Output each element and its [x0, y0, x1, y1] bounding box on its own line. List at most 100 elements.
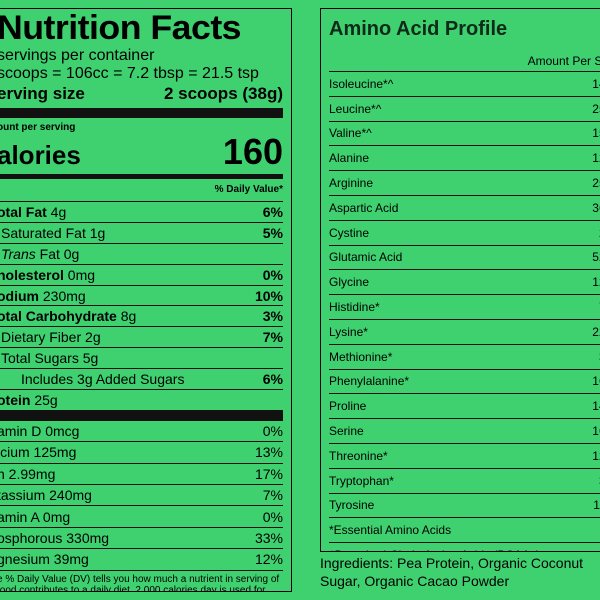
- amino-acid-name: Arginine: [329, 176, 374, 191]
- amino-acid-amount: 5293: [592, 250, 600, 265]
- nutrient-amount: 8g: [120, 308, 137, 325]
- amino-acid-name: Alanine: [329, 151, 370, 166]
- nutrient-list: otal Fat 4g 6% Saturated Fat 1g 5% Trans Fat…: [0, 202, 283, 411]
- amino-acid-name: Cystine: [329, 225, 370, 240]
- nutrient-label: odium 230mg: [0, 287, 86, 304]
- vitamin-row: gnesium 39mg 12%: [0, 549, 283, 571]
- nutrient-row: holesterol 0mg 0%: [0, 265, 283, 286]
- nutrient-daily-value: 0%: [262, 266, 283, 283]
- serving-measure-line: scoops = 106cc = 7.2 tbsp = 21.5 tsp: [0, 65, 259, 82]
- amino-acid-amount: 2243: [592, 324, 600, 339]
- nutrient-row: otal Fat 4g 6%: [0, 202, 283, 223]
- vitamin-label: amin A 0mg: [0, 508, 71, 525]
- vitamin-label: n 2.99mg: [0, 465, 56, 482]
- servings-per-container: servings per container: [0, 47, 155, 64]
- amino-acid-amount: 1659: [592, 424, 600, 439]
- calories-row: alories 160: [0, 131, 283, 172]
- amino-acid-name: Leucine*^: [329, 101, 382, 116]
- amino-footnote: *Essential Amino Acids: [329, 518, 600, 544]
- amino-acid-row: Aspartic Acid 3613: [329, 196, 600, 221]
- divider-thick: [0, 410, 283, 421]
- nutrient-row: Includes 3g Added Sugars 6%: [0, 369, 283, 391]
- nutrient-label: holesterol 0mg: [0, 266, 96, 283]
- calories-label: alories: [0, 140, 81, 170]
- amino-acid-name: Aspartic Acid: [329, 200, 399, 215]
- nutrient-amount: 0mg: [67, 266, 96, 283]
- vitamin-row: tassium 240mg 7%: [0, 485, 283, 507]
- amino-acid-name: Lysine*: [329, 324, 368, 339]
- amino-acid-amount: 301: [599, 350, 600, 364]
- amino-acid-amount: 1455: [592, 76, 600, 91]
- calories-value: 160: [222, 131, 283, 172]
- amino-acid-amount: 2596: [592, 176, 600, 191]
- amino-acid-name: Phenylalanine*: [329, 374, 410, 389]
- nutrient-daily-value: 7%: [262, 329, 283, 346]
- amino-acid-panel: Amino Acid Profile Amount Per Serv Isole…: [320, 8, 600, 552]
- amino-acid-name: Valine*^: [329, 126, 372, 141]
- amino-acid-row: Tyrosine 1133: [329, 494, 600, 519]
- vitamin-daily-value: 12%: [254, 551, 283, 568]
- nutrient-label: Trans Fat 0g: [1, 245, 80, 262]
- amino-acid-amount: 1551: [592, 126, 600, 141]
- amino-acid-row: Methionine* 301: [329, 345, 600, 370]
- amino-acid-amount: 3613: [592, 200, 600, 215]
- amino-acid-row: Isoleucine*^ 1455: [329, 72, 600, 97]
- amino-acid-row: Cystine 270: [329, 221, 600, 246]
- nutrient-daily-value: 5%: [262, 224, 283, 241]
- vitamin-row: amin D 0mcg 0%: [0, 421, 283, 443]
- nutrient-label: Includes 3g Added Sugars: [21, 371, 185, 388]
- amino-column-header: Amount Per Serv: [527, 54, 600, 68]
- amino-acid-amount: 1401: [592, 399, 600, 414]
- amino-acid-amount: 1690: [592, 374, 600, 389]
- divider-thick: [0, 108, 283, 118]
- amino-acid-title: Amino Acid Profile: [329, 18, 508, 40]
- nutrient-label: Dietary Fiber 2g: [1, 329, 101, 346]
- amount-per-serving-label: ount per serving: [0, 122, 76, 133]
- nutrient-label: otal Carbohydrate 8g: [0, 308, 137, 325]
- nutrient-row: otein 25g: [0, 390, 283, 411]
- amino-acid-row: Histidine* 765: [329, 295, 600, 320]
- amino-acid-row: Threonine* 1243: [329, 444, 600, 469]
- amino-acid-row: Glutamic Acid 5293: [329, 246, 600, 271]
- amino-acid-amount: 1269: [592, 151, 600, 166]
- vitamin-daily-value: 13%: [254, 444, 283, 461]
- nutrient-amount: 230mg: [42, 287, 86, 304]
- vitamin-row: lcium 125mg 13%: [0, 442, 283, 464]
- vitamin-label: gnesium 39mg: [0, 551, 89, 568]
- vitamin-row: osphorous 330mg 33%: [0, 528, 283, 550]
- amino-acid-row: Arginine 2596: [329, 171, 600, 196]
- vitamin-label: amin D 0mcg: [0, 423, 80, 440]
- amino-acid-row: Glycine 1223: [329, 270, 600, 296]
- ingredients-text: Ingredients: Pea Protein, Organic Coconu…: [320, 555, 584, 589]
- amino-acid-name: Serine: [329, 424, 364, 439]
- nutrient-label: otein 25g: [0, 391, 58, 408]
- nutrient-amount: 5g: [82, 350, 99, 367]
- nutrient-row: Saturated Fat 1g 5%: [0, 223, 283, 244]
- amino-acid-row: Alanine 1269: [329, 146, 600, 172]
- vitamin-daily-value: 17%: [254, 465, 283, 482]
- nutrient-row: odium 230mg 10%: [0, 286, 283, 307]
- daily-value-footnote: e % Daily Value (DV) tells you how much …: [0, 573, 280, 592]
- amino-acid-row: Valine*^ 1551: [329, 122, 600, 147]
- amino-acid-row: Phenylalanine* 1690: [329, 370, 600, 395]
- nutrient-daily-value: 6%: [262, 371, 283, 388]
- nutrition-facts-title: Nutrition Facts: [0, 9, 242, 47]
- amino-footnote: ^Branched-Chain Amino Acids (BCAAs): [329, 543, 600, 551]
- nutrient-row: Dietary Fiber 2g 7%: [0, 327, 283, 349]
- amino-acid-name: Isoleucine*^: [329, 76, 394, 91]
- vitamin-row: n 2.99mg 17%: [0, 464, 283, 486]
- amino-acid-name: Methionine*: [329, 349, 393, 364]
- nutrient-label: Total Sugars 5g: [1, 350, 99, 367]
- amino-notes: *Essential Amino Acids^Branched-Chain Am…: [329, 518, 600, 551]
- amino-acid-amount: 1243: [592, 448, 600, 463]
- amino-acid-name: Glycine: [329, 275, 370, 290]
- amino-acid-row: Serine 1659: [329, 419, 600, 444]
- amino-acid-row: Tryptophan* 320: [329, 469, 600, 494]
- amino-acid-amount: 1133: [593, 498, 600, 513]
- vitamin-label: lcium 125mg: [0, 444, 77, 461]
- nutrient-amount: 1g: [89, 224, 106, 241]
- amino-acid-amount: 320: [599, 474, 600, 488]
- nutrition-facts-panel: Nutrition Facts servings per container s…: [0, 8, 292, 592]
- amino-acid-table: Isoleucine*^ 1455 Leucine*^ 2566 Valine*^ 155…: [329, 71, 600, 519]
- nutrient-daily-value: 3%: [262, 308, 283, 325]
